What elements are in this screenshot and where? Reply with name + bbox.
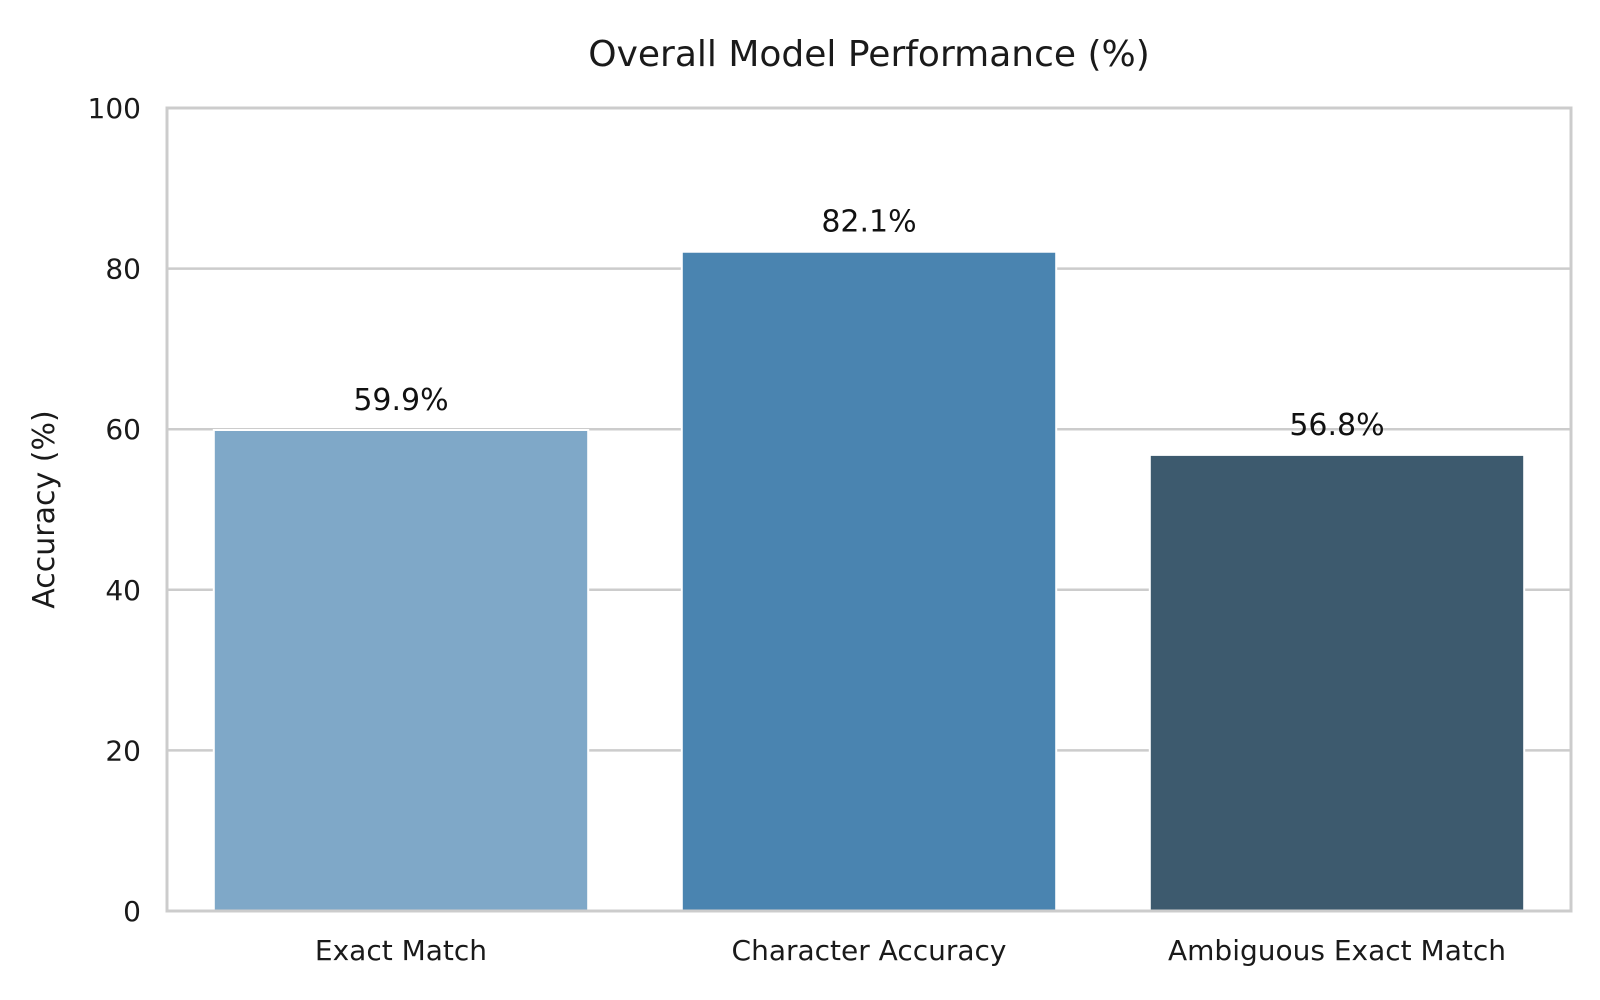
x-tick-label: Character Accuracy: [732, 934, 1007, 967]
data-label: 59.9%: [353, 383, 448, 418]
chart-title: Overall Model Performance (%): [588, 34, 1150, 75]
y-tick-label: 20: [105, 734, 141, 767]
plot-frame: [165, 106, 1573, 913]
bars: [212, 250, 1526, 912]
y-axis-label: Accuracy (%): [27, 410, 62, 608]
bar-ambiguous-exact-match: [1148, 453, 1526, 912]
x-tick-label: Ambiguous Exact Match: [1168, 934, 1506, 967]
bar-exact-match: [212, 429, 590, 912]
y-tick-label: 40: [105, 574, 141, 607]
x-axis-ticks: Exact Match Character Accuracy Ambiguous E…: [315, 934, 1506, 967]
y-tick-label: 60: [105, 413, 141, 446]
data-label: 56.8%: [1289, 408, 1384, 443]
y-tick-label: 80: [105, 253, 141, 286]
bar-character-accuracy: [680, 250, 1058, 912]
y-tick-label: 100: [88, 92, 141, 125]
data-label: 82.1%: [821, 205, 916, 240]
y-axis-ticks: 0 20 40 60 80 100: [88, 92, 141, 928]
y-tick-label: 0: [123, 895, 141, 928]
data-labels: 59.9% 82.1% 56.8%: [353, 205, 1384, 443]
x-tick-label: Exact Match: [315, 934, 487, 967]
